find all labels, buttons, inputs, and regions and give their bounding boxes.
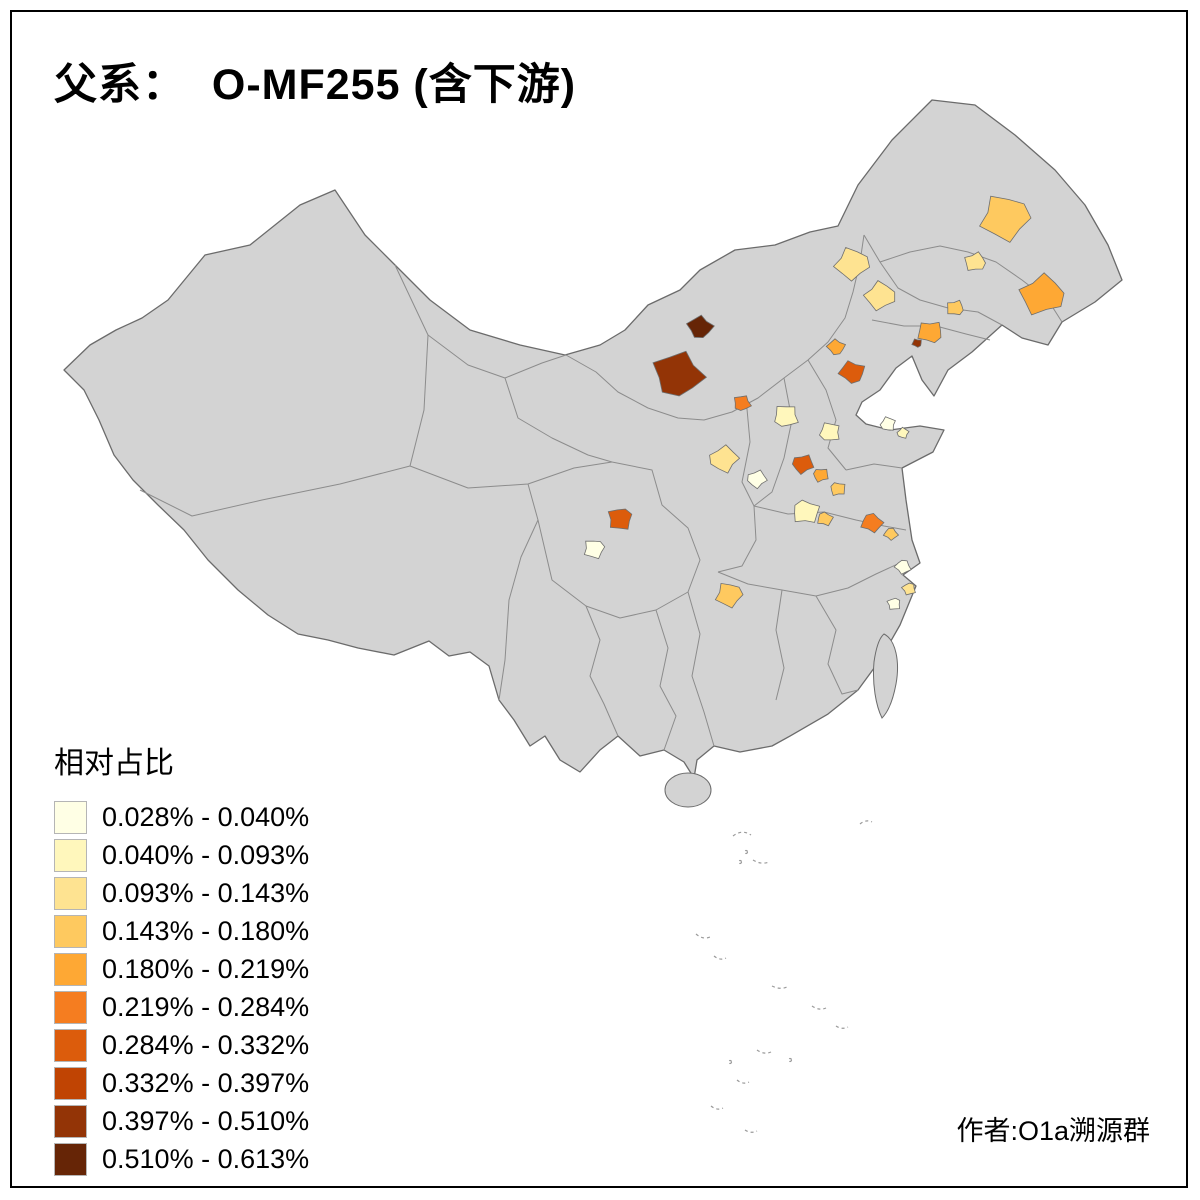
legend-row: 0.040% - 0.093%	[54, 836, 309, 874]
legend-swatch	[54, 990, 87, 1024]
highlighted-region	[964, 251, 986, 271]
highlighted-region	[733, 395, 753, 411]
highlighted-region	[860, 512, 885, 534]
highlighted-region	[791, 454, 815, 476]
legend: 相对占比 0.028% - 0.040% 0.040% - 0.093% 0.093…	[54, 738, 309, 1178]
highlighted-region	[879, 416, 896, 431]
highlighted-region	[837, 360, 866, 384]
highlighted-region	[947, 299, 964, 316]
highlighted-regions	[583, 195, 1065, 610]
taiwan-island	[873, 633, 898, 719]
highlighted-region	[794, 499, 821, 523]
highlighted-region	[917, 321, 942, 344]
legend-swatch	[54, 914, 87, 948]
highlighted-region	[911, 338, 922, 348]
highlighted-region	[886, 597, 901, 610]
legend-row: 0.284% - 0.332%	[54, 1026, 309, 1064]
legend-swatch	[54, 876, 87, 910]
highlighted-region	[832, 246, 871, 282]
highlighted-region	[685, 314, 715, 339]
legend-swatch	[54, 800, 87, 834]
highlighted-region	[714, 582, 744, 609]
legend-title: 相对占比	[54, 747, 174, 780]
legend-row: 0.028% - 0.040%	[54, 798, 309, 836]
highlighted-region	[652, 350, 708, 397]
legend-swatch	[54, 952, 87, 986]
legend-row: 0.332% - 0.397%	[54, 1064, 309, 1102]
legend-swatch	[54, 838, 87, 872]
highlighted-region	[583, 540, 606, 560]
highlighted-region	[979, 195, 1032, 243]
china-mainland	[63, 99, 1123, 779]
highlighted-region	[817, 511, 834, 527]
legend-label: 0.143% - 0.180%	[102, 915, 310, 946]
map-title: 父系： O-MF255 (含下游)	[54, 61, 577, 109]
legend-swatch	[54, 1066, 87, 1100]
highlighted-region	[819, 422, 840, 441]
legend-label: 0.332% - 0.397%	[102, 1067, 310, 1098]
credit: 作者:O1a溯源群	[956, 1116, 1150, 1146]
legend-label: 0.397% - 0.510%	[102, 1105, 310, 1136]
highlighted-region	[893, 559, 912, 575]
legend-items: 0.028% - 0.040% 0.040% - 0.093% 0.093% - 0…	[54, 798, 309, 1178]
legend-row: 0.143% - 0.180%	[54, 912, 309, 950]
legend-swatch	[54, 1142, 87, 1176]
legend-label: 0.040% - 0.093%	[102, 839, 310, 870]
highlighted-region	[607, 508, 633, 530]
south-china-sea-islands	[695, 820, 873, 1133]
highlighted-region	[882, 527, 900, 541]
legend-row: 0.180% - 0.219%	[54, 950, 309, 988]
highlighted-region	[896, 426, 910, 439]
legend-label: 0.028% - 0.040%	[102, 801, 310, 832]
highlighted-region	[900, 582, 916, 596]
highlighted-region	[862, 280, 896, 312]
legend-label: 0.093% - 0.143%	[102, 877, 310, 908]
hainan-island	[664, 772, 712, 808]
highlighted-region	[747, 469, 768, 490]
legend-label: 0.510% - 0.613%	[102, 1143, 310, 1174]
legend-row: 0.219% - 0.284%	[54, 988, 309, 1026]
legend-label: 0.219% - 0.284%	[102, 991, 310, 1022]
highlighted-region	[1018, 272, 1065, 316]
legend-row: 0.093% - 0.143%	[54, 874, 309, 912]
legend-row: 0.397% - 0.510%	[54, 1102, 309, 1140]
legend-label: 0.284% - 0.332%	[102, 1029, 310, 1060]
legend-row: 0.510% - 0.613%	[54, 1140, 309, 1178]
legend-label: 0.180% - 0.219%	[102, 953, 310, 984]
highlighted-region	[774, 406, 799, 427]
highlighted-region	[813, 468, 829, 483]
highlighted-region	[825, 338, 847, 356]
legend-swatch	[54, 1104, 87, 1138]
legend-swatch	[54, 1028, 87, 1062]
highlighted-region	[709, 444, 741, 474]
highlighted-region	[830, 482, 846, 496]
